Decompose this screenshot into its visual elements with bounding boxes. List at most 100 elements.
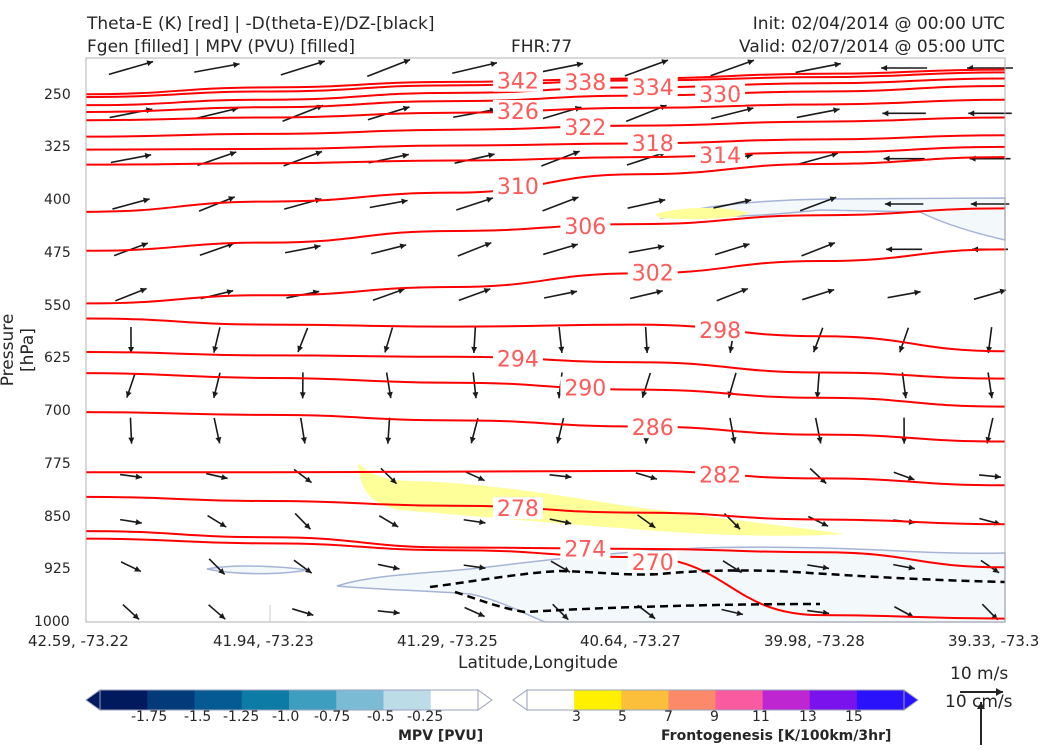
frontogenesis-colorbar-title: Frontogenesis [K/100km/3hr] — [661, 728, 892, 744]
wind-vector-head — [658, 198, 666, 205]
theta-e-contour-label: 286 — [632, 416, 674, 441]
contour-label-background — [560, 115, 611, 138]
y-tick-label: 250 — [44, 87, 71, 103]
wind-vector-head — [812, 345, 819, 353]
wind-vector — [711, 107, 754, 120]
wind-vector-head — [730, 437, 737, 444]
contour-label-background — [627, 416, 678, 439]
wind-vector-head — [305, 567, 312, 574]
wind-vector — [194, 63, 240, 73]
theta-e-contour — [85, 207, 1006, 252]
wind-vector-head — [884, 201, 891, 207]
wind-vector-head — [746, 106, 754, 113]
wind-vector-head — [572, 150, 580, 157]
theta-e-contour-label: 294 — [497, 348, 539, 373]
wind-vector-head — [471, 346, 478, 353]
theta-e-contour — [85, 134, 1006, 151]
wind-vector — [282, 104, 324, 123]
mpv-colorbar-tick: -0.75 — [314, 709, 351, 725]
wind-vector-head — [226, 289, 234, 296]
contour-label-background — [627, 261, 678, 284]
theta-e-contour — [85, 85, 1006, 114]
wind-vector-head — [397, 288, 405, 294]
reference-vector-label-vertical: 10 cm/s — [945, 692, 1013, 712]
wind-vector-head — [898, 345, 905, 353]
wind-vector — [371, 244, 407, 255]
wind-vector-head — [479, 519, 486, 526]
wind-vector-head — [218, 612, 226, 620]
wind-vector-head — [128, 346, 135, 353]
wind-vector-head — [914, 289, 921, 296]
wind-vector-head — [219, 521, 227, 528]
wind-vector-head — [734, 566, 742, 573]
wind-vector-head — [822, 609, 830, 616]
wind-vector-head — [901, 437, 908, 444]
x-tick-label: 39.98, -73.28 — [764, 632, 865, 650]
theta-e-contour-label: 306 — [564, 215, 606, 240]
wind-vector-head — [318, 60, 325, 66]
wind-vector-head — [747, 59, 754, 66]
mpv-colorbar-title: MPV [PVU] — [398, 728, 484, 744]
wind-vector-head — [736, 610, 744, 617]
wind-vector-head — [299, 392, 306, 399]
wind-vector-head — [399, 243, 407, 250]
theta-e-contour-label: 278 — [497, 497, 539, 522]
wind-vector-head — [994, 473, 1001, 480]
wind-vector-head — [390, 477, 397, 484]
theta-e-contour — [85, 317, 1006, 353]
theta-e-contour — [85, 116, 1006, 138]
theta-e-contour — [85, 156, 1006, 213]
wind-vector — [624, 59, 669, 77]
contour-label-background — [695, 463, 746, 486]
wind-vector-head — [391, 521, 399, 527]
theta-e-contour-label: 274 — [564, 537, 606, 562]
wind-vector-head — [822, 564, 830, 571]
wind-vector-head — [648, 612, 656, 619]
contour-label-background — [695, 82, 746, 105]
wind-vector-head — [132, 613, 140, 620]
theta-e-contour-label: 290 — [564, 377, 606, 402]
wind-vector-head — [306, 610, 314, 617]
wind-vector-head — [134, 566, 141, 572]
wind-vector — [714, 243, 750, 256]
frontogenesis-colorbar-tick: 11 — [752, 709, 770, 725]
wind-vector-head — [882, 110, 889, 117]
wind-vector-head — [483, 288, 491, 294]
mpv-colorbar-tick: -0.25 — [407, 709, 444, 725]
wind-vector-head — [814, 392, 821, 399]
wind-vector-head — [218, 568, 225, 575]
contour-label-background — [627, 550, 678, 573]
theta-e-contour — [85, 537, 1006, 620]
wind-vector-head — [401, 198, 408, 205]
mpv-colorbar-tick: -0.5 — [367, 709, 395, 725]
wind-vector — [452, 61, 498, 75]
wind-vector-head — [386, 391, 393, 399]
contour-label-background — [627, 132, 678, 155]
chart-title-line2: Fgen [filled] | MPV (PVU) [filled] — [87, 37, 356, 57]
wind-vector-head — [821, 520, 829, 527]
frontogenesis-colorbar-tick: 15 — [845, 709, 863, 725]
y-tick-label: 925 — [44, 561, 71, 577]
mpv-colorbar-tick: -1.5 — [184, 709, 212, 725]
wind-vector — [456, 197, 494, 211]
contour-label-background — [492, 175, 543, 198]
wind-vector-head — [648, 521, 656, 528]
wind-vector — [454, 153, 495, 164]
wind-vector-head — [968, 110, 975, 117]
wind-vector-head — [907, 474, 915, 481]
wind-vector-head — [215, 436, 222, 444]
wind-vector — [110, 154, 152, 164]
contour-label-background — [627, 76, 678, 99]
plot-frame — [85, 57, 1006, 623]
wind-vector-head — [233, 61, 240, 68]
frontogenesis-colorbar-tick: 9 — [710, 709, 719, 725]
wind-vector-head — [571, 243, 578, 249]
wind-vector-head — [742, 242, 750, 249]
wind-vector-head — [490, 61, 497, 68]
theta-e-contour-label: 314 — [699, 144, 741, 169]
theta-e-contour — [85, 495, 1006, 526]
wind-vector-head — [571, 196, 579, 203]
theta-e-contour-label: 326 — [497, 100, 539, 125]
wind-vector — [627, 199, 666, 209]
wind-vector-head — [304, 522, 311, 530]
